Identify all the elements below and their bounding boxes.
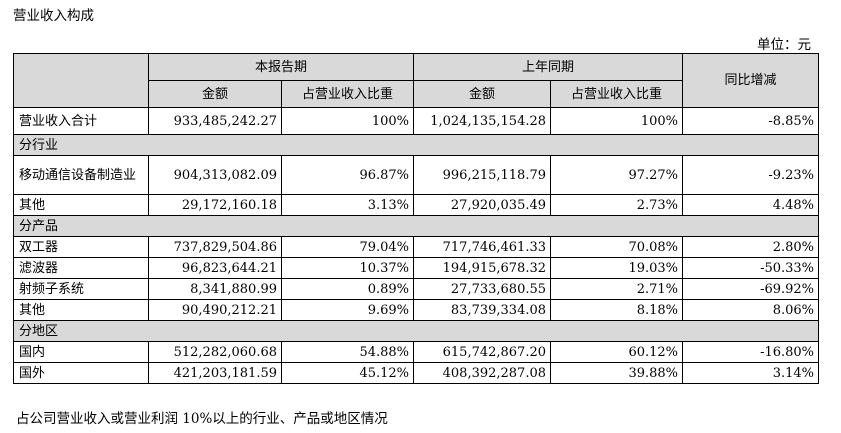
- table-row: 滤波器 96,823,644.21 10.37% 194,915,678.32 …: [13, 257, 820, 279]
- prev-amount: 1,024,135,154.28: [413, 107, 552, 135]
- row-label: 其他: [13, 299, 149, 321]
- table-row: 国内 512,282,060.68 54.88% 615,742,867.20 …: [13, 341, 820, 363]
- prev-amount: 27,733,680.55: [413, 278, 552, 300]
- prev-amount: 408,392,287.08: [413, 362, 552, 384]
- cur-amount: 29,172,160.18: [148, 194, 282, 216]
- cur-share: 3.13%: [280, 194, 415, 216]
- prev-amount: 717,746,461.33: [413, 236, 552, 258]
- prev-share: 2.71%: [550, 278, 684, 300]
- cur-amount: 8,341,880.99: [148, 278, 282, 300]
- total-row: 营业收入合计 933,485,242.27 100% 1,024,135,154…: [13, 107, 820, 135]
- row-label: 国内: [13, 341, 149, 363]
- row-label: 双工器: [13, 236, 149, 258]
- row-label: 营业收入合计: [13, 107, 149, 135]
- header-yoy: 同比增减: [682, 53, 820, 108]
- yoy-change: -8.85%: [682, 107, 820, 135]
- section-row-region: 分地区: [12, 320, 820, 342]
- yoy-change: 3.14%: [682, 362, 820, 384]
- cur-share: 100%: [280, 107, 415, 135]
- header-current-period: 本报告期: [147, 53, 415, 81]
- cur-amount: 737,829,504.86: [148, 236, 282, 258]
- cur-share: 0.89%: [280, 278, 415, 300]
- yoy-change: 4.48%: [682, 194, 820, 216]
- section-row-product: 分产品: [12, 215, 820, 237]
- cur-share: 10.37%: [280, 257, 415, 279]
- row-label: 国外: [13, 362, 149, 384]
- section-title: 分产品: [12, 215, 820, 237]
- yoy-change: 8.06%: [682, 299, 820, 321]
- header-row-1: 本报告期 上年同期 同比增减: [13, 53, 820, 108]
- prev-share: 100%: [550, 107, 684, 135]
- header-prev-amount: 金额: [413, 80, 552, 108]
- prev-share: 97.27%: [550, 155, 684, 195]
- prev-share: 39.88%: [550, 362, 684, 384]
- footnote: 占公司营业收入或营业利润 10%以上的行业、产品或地区情况: [16, 411, 388, 427]
- cur-amount: 904,313,082.09: [148, 155, 282, 195]
- table-row: 国外 421,203,181.59 45.12% 408,392,287.08 …: [13, 362, 820, 384]
- header-cur-amount: 金额: [148, 80, 282, 108]
- section-row-industry: 分行业: [12, 134, 820, 156]
- cur-share: 96.87%: [280, 155, 415, 195]
- row-label: 滤波器: [13, 257, 149, 279]
- yoy-change: 2.80%: [682, 236, 820, 258]
- prev-share: 8.18%: [550, 299, 684, 321]
- yoy-change: -50.33%: [682, 257, 820, 279]
- cur-amount: 512,282,060.68: [148, 341, 282, 363]
- cur-amount: 96,823,644.21: [148, 257, 282, 279]
- section-heading: 营业收入构成: [13, 8, 94, 24]
- prev-share: 60.12%: [550, 341, 684, 363]
- table-row: 射频子系统 8,341,880.99 0.89% 27,733,680.55 2…: [13, 278, 820, 300]
- header-row-2: 金额 占营业收入比重 金额 占营业收入比重: [14, 80, 819, 108]
- revenue-composition-table: 本报告期 上年同期 同比增减 金额 占营业收入比重 金额 占营业收入比重 营业收…: [12, 53, 820, 384]
- prev-amount: 83,739,334.08: [413, 299, 552, 321]
- header-prev-share: 占营业收入比重: [550, 80, 684, 108]
- cur-amount: 90,490,212.21: [148, 299, 282, 321]
- unit-label: 单位：元: [757, 37, 811, 53]
- yoy-change: -9.23%: [682, 155, 820, 195]
- yoy-change: -69.92%: [682, 278, 820, 300]
- prev-share: 19.03%: [550, 257, 684, 279]
- prev-amount: 615,742,867.20: [413, 341, 552, 363]
- row-label: 射频子系统: [13, 278, 149, 300]
- row-label: 其他: [13, 194, 149, 216]
- header-corner-cell: [13, 53, 149, 108]
- prev-amount: 27,920,035.49: [413, 194, 552, 216]
- table-row: 其他 90,490,212.21 9.69% 83,739,334.08 8.1…: [13, 299, 820, 321]
- yoy-change: -16.80%: [682, 341, 820, 363]
- cur-share: 45.12%: [280, 362, 415, 384]
- prev-share: 70.08%: [550, 236, 684, 258]
- prev-share: 2.73%: [550, 194, 684, 216]
- header-prior-period: 上年同期: [413, 53, 684, 81]
- cur-share: 79.04%: [280, 236, 415, 258]
- cur-share: 9.69%: [280, 299, 415, 321]
- cur-share: 54.88%: [280, 341, 415, 363]
- table-row: 其他 29,172,160.18 3.13% 27,920,035.49 2.7…: [13, 194, 820, 216]
- header-cur-share: 占营业收入比重: [280, 80, 415, 108]
- table-row: 双工器 737,829,504.86 79.04% 717,746,461.33…: [13, 236, 820, 258]
- section-title: 分行业: [12, 134, 820, 156]
- cur-amount: 933,485,242.27: [148, 107, 282, 135]
- row-label: 移动通信设备制造业: [13, 155, 149, 195]
- table-row: 移动通信设备制造业 904,313,082.09 96.87% 996,215,…: [13, 155, 820, 195]
- cur-amount: 421,203,181.59: [148, 362, 282, 384]
- section-title: 分地区: [12, 320, 820, 342]
- prev-amount: 996,215,118.79: [413, 155, 552, 195]
- prev-amount: 194,915,678.32: [413, 257, 552, 279]
